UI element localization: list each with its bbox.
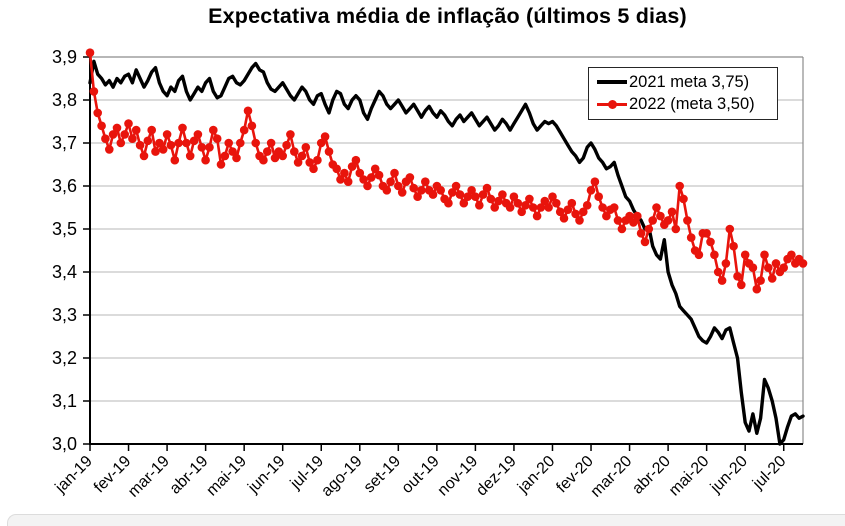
legend-label-2022: 2022 (meta 3,50) [629, 94, 755, 113]
series [85, 48, 808, 446]
svg-text:jul-20: jul-20 [749, 453, 789, 493]
svg-text:3,5: 3,5 [52, 219, 77, 239]
svg-text:3,9: 3,9 [52, 47, 77, 67]
svg-text:abr-20: abr-20 [629, 453, 674, 498]
svg-text:nov-19: nov-19 [435, 453, 482, 500]
svg-text:abr-19: abr-19 [167, 453, 212, 498]
svg-text:jun-20: jun-20 [707, 453, 751, 497]
chart-title: Expectativa média de inflação (últimos 5… [208, 4, 687, 28]
y-axis-labels: 3,0 3,1 3,2 3,3 3,4 3,5 3,6 3,7 3,8 3,9 [52, 47, 77, 454]
svg-text:jan-19: jan-19 [52, 453, 96, 497]
legend-label-2021: 2021 meta 3,75) [629, 72, 750, 91]
svg-text:jun-19: jun-19 [244, 453, 288, 497]
svg-text:3,3: 3,3 [52, 305, 77, 325]
svg-text:3,0: 3,0 [52, 434, 77, 454]
svg-text:3,6: 3,6 [52, 176, 77, 196]
legend-swatch-2022-line-marker [597, 99, 627, 109]
axes [89, 55, 804, 445]
svg-text:3,7: 3,7 [52, 133, 77, 153]
svg-text:3,8: 3,8 [52, 90, 77, 110]
series-line-2021 [88, 59, 805, 446]
svg-text:mai-20: mai-20 [666, 453, 713, 500]
svg-text:ago-19: ago-19 [318, 453, 365, 500]
svg-text:3,4: 3,4 [52, 262, 77, 282]
svg-text:3,2: 3,2 [52, 348, 77, 368]
svg-text:jan-20: jan-20 [514, 453, 558, 497]
svg-text:mar-20: mar-20 [588, 453, 636, 501]
x-axis-labels: jan-19fev-19mar-19abr-19mai-19jun-19jul-… [52, 453, 790, 501]
legend-item-2021: 2021 meta 3,75) [597, 71, 771, 93]
chart-legend: 2021 meta 3,75) 2022 (meta 3,50) [588, 67, 778, 120]
svg-text:3,1: 3,1 [52, 391, 77, 411]
legend-swatch-2021-line [597, 80, 627, 84]
legend-marker-dot [607, 99, 617, 109]
svg-text:mai-19: mai-19 [203, 453, 250, 500]
svg-text:set-19: set-19 [361, 453, 405, 497]
window-edge-strip [7, 514, 845, 526]
axis-ticks [83, 56, 785, 451]
svg-text:mar-19: mar-19 [125, 453, 173, 501]
svg-text:dez-19: dez-19 [473, 453, 520, 500]
legend-item-2022: 2022 (meta 3,50) [597, 93, 771, 115]
